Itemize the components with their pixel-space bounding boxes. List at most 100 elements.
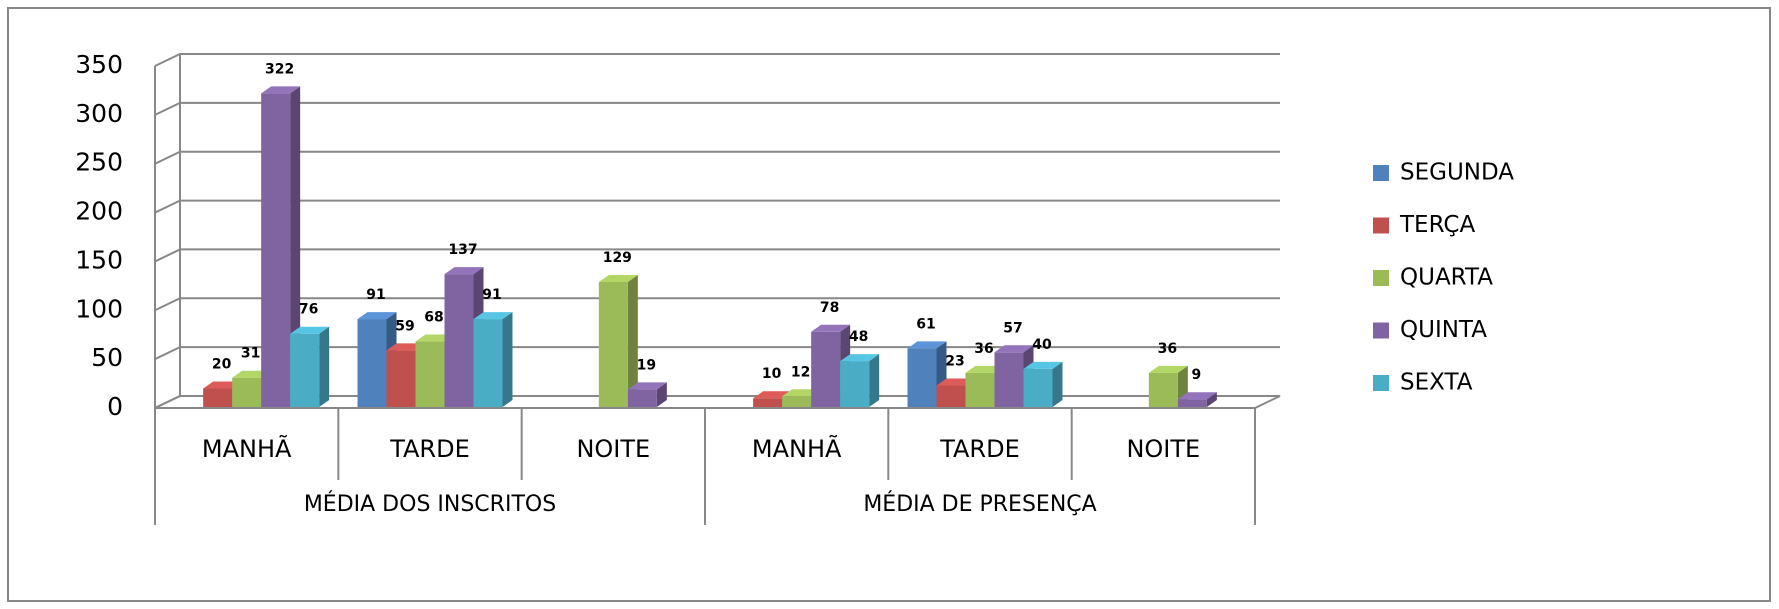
bar-side [319,326,330,407]
bar-top [357,312,397,320]
grid-line [154,101,1280,116]
data-label: 20 [212,356,232,372]
bar [203,388,233,407]
x-tick-label: NOITE [1126,435,1200,463]
bar-top [598,274,638,282]
bar-top [1023,361,1063,369]
data-label: 91 [482,287,501,303]
grid-line [154,150,1280,165]
grid-line [154,248,1280,263]
data-label: 91 [366,287,385,303]
data-label: 31 [241,346,260,362]
bar [753,398,783,407]
data-label: 48 [849,329,868,345]
bar-side [290,86,301,408]
grid-line [154,53,1280,67]
bar [1148,372,1178,407]
bar [627,389,657,407]
bar [994,352,1024,407]
bar-top [473,312,513,320]
bar [1023,368,1053,407]
bar-top [994,345,1034,353]
grid-line [154,297,1280,312]
bar [232,377,262,407]
data-label: 12 [791,364,810,380]
y-tick-label: 0 [107,392,123,421]
bar-top [1148,365,1188,373]
bar [386,350,416,407]
x-tick-label: TARDE [939,435,1020,463]
bar-top [811,324,851,332]
bar-side [627,274,638,407]
bar [965,372,995,407]
bar [782,396,812,407]
bar [936,385,966,407]
y-tick-label: 300 [75,99,123,128]
bar-top [840,354,880,362]
bar [1177,399,1207,407]
data-label: 36 [974,341,993,357]
legend-label: SEXTA [1400,370,1473,396]
bar-side [1206,392,1217,407]
y-tick-label: 200 [75,197,123,226]
y-tick-label: 250 [75,148,123,177]
y-tick-label: 150 [75,245,123,274]
group-label: MÉDIA DOS INSCRITOS [304,491,556,517]
data-label: 78 [820,300,839,316]
group-label: MÉDIA DE PRESENÇA [863,491,1096,517]
data-label: 59 [395,318,414,334]
bar [444,274,474,407]
legend-swatch [1373,217,1389,234]
bar-side [656,382,667,407]
data-label: 40 [1032,337,1052,353]
data-label: 61 [916,316,935,332]
legend-label: QUARTA [1400,265,1493,291]
data-label: 10 [762,366,782,382]
bar-top [444,267,484,275]
y-tick-label: 350 [75,50,123,79]
bar-top [261,86,301,94]
legend-label: SEGUNDA [1400,160,1514,186]
bar [290,333,320,407]
bar [415,341,445,407]
data-label: 129 [603,250,632,266]
x-tick-label: MANHÃ [202,433,292,463]
x-tick-label: MANHÃ [752,433,842,463]
legend-label: TERÇA [1399,212,1475,238]
data-label: 137 [448,242,477,258]
x-tick-label: TARDE [389,435,470,463]
bar [473,319,503,407]
data-label: 23 [945,354,964,370]
data-label: 322 [265,61,294,77]
y-tick-label: 50 [91,343,123,372]
data-label: 68 [424,310,443,326]
y-tick-label: 100 [75,294,123,323]
chart-border [7,7,1771,602]
bar [261,93,291,408]
grid-line [154,199,1280,214]
bar [357,319,387,407]
data-label: 19 [637,357,656,373]
bar-side [869,354,880,407]
x-tick-label: NOITE [576,435,650,463]
bar [907,348,937,407]
bar [811,331,841,407]
bar-side [502,312,513,407]
legend-swatch [1373,270,1389,286]
data-label: 76 [299,302,318,318]
bar [598,281,628,407]
bar-top [907,341,947,349]
bar-top [627,382,667,390]
legend-swatch [1373,165,1389,181]
bar-top [1177,392,1217,400]
data-label: 36 [1158,341,1177,357]
data-label: 57 [1003,320,1022,336]
legend-swatch [1373,375,1389,391]
legend-label: QUINTA [1400,317,1487,343]
bar-side [1052,361,1063,407]
bar-top [290,326,330,334]
data-label: 9 [1191,367,1201,383]
bar [840,361,870,407]
legend-swatch [1373,322,1389,339]
